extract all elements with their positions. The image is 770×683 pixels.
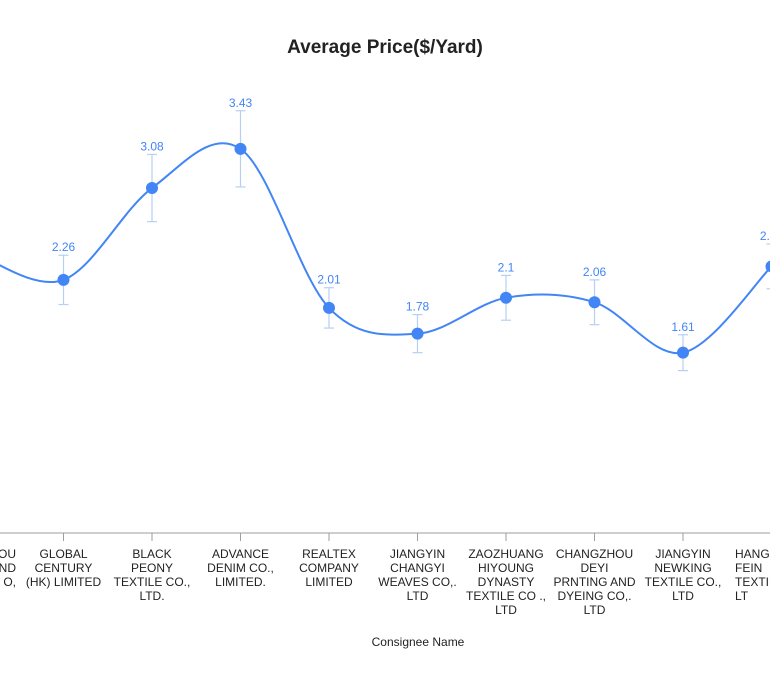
x-tick-label: (HK) LIMITED xyxy=(26,575,102,589)
data-label: 3.43 xyxy=(229,96,253,110)
x-tick-label: DYNASTY xyxy=(478,575,535,589)
point xyxy=(323,301,335,314)
data-label: 2.1 xyxy=(498,260,515,274)
x-tick-label: ADVANCE xyxy=(212,547,269,561)
x-tick-label: GLOBAL xyxy=(39,547,87,561)
point xyxy=(146,182,158,195)
x-tick-label: TEXTILE CO., xyxy=(114,575,191,589)
x-axis-title: Consignee Name xyxy=(372,635,465,649)
x-tick-label: LTD xyxy=(495,603,517,617)
x-tick-label: TEXTIL xyxy=(735,575,770,589)
x-tick-label: JIANGYIN xyxy=(655,547,710,561)
x-tick-label: PEONY xyxy=(131,561,173,575)
data-label: 2.26 xyxy=(52,240,76,254)
point xyxy=(411,327,424,340)
line xyxy=(0,142,770,355)
x-tick-label: CHANGYI xyxy=(390,561,445,575)
point xyxy=(500,291,512,304)
x-tick-label: LTD. xyxy=(139,589,164,603)
x-tick-label: TEXTILE CO., xyxy=(645,575,722,589)
data-label: 2.01 xyxy=(317,273,341,287)
x-tick-label: PRNTING AND xyxy=(553,575,635,589)
x-tick-label: DYEING CO,. xyxy=(557,589,631,603)
data-label: 1.61 xyxy=(671,320,695,334)
x-tick-label: LT xyxy=(735,589,749,603)
x-tick-label: DEYI xyxy=(580,561,608,575)
x-tick-label: LTD xyxy=(407,589,429,603)
x-tick-label: JIANGYIN xyxy=(390,547,445,561)
x-tick-label: WEAVES CO,. xyxy=(378,575,456,589)
x-tick-label: LTD xyxy=(672,589,694,603)
x-tick-label: OU xyxy=(0,547,16,561)
chart-title: Average Price($/Yard) xyxy=(287,37,483,58)
x-tick-label: CENTURY xyxy=(35,561,93,575)
point xyxy=(588,296,601,309)
data-label: 3.08 xyxy=(140,139,164,153)
x-tick-label: LIMITED xyxy=(305,575,353,589)
x-tick-label: LTD xyxy=(584,603,606,617)
data-label: 2.06 xyxy=(583,265,607,279)
x-tick-label: FEIN xyxy=(735,561,762,575)
x-tick-label: HANG xyxy=(735,547,770,561)
x-tick-label: CHANGZHOU xyxy=(556,547,633,561)
point xyxy=(677,346,689,359)
point xyxy=(765,260,770,273)
x-tick-label: LIMITED. xyxy=(215,575,266,589)
x-tick-label: ND xyxy=(0,561,16,575)
point xyxy=(57,273,70,286)
x-tick-label: ZAOZHUANG xyxy=(468,547,543,561)
x-tick-label: TEXTILE CO ., xyxy=(466,589,546,603)
x-tick-label: HIYOUNG xyxy=(478,561,534,575)
x-tick-label: BLACK xyxy=(132,547,171,561)
x-tick-label: DENIM CO., xyxy=(207,561,274,575)
x-tick-label: REALTEX xyxy=(302,547,356,561)
point xyxy=(234,142,247,155)
data-label: 1.78 xyxy=(406,300,430,314)
x-tick-label: O, xyxy=(3,575,16,589)
x-tick-label: COMPANY xyxy=(299,561,359,575)
data-label: 2.38 xyxy=(760,229,770,243)
x-tick-label: NEWKING xyxy=(654,561,711,575)
